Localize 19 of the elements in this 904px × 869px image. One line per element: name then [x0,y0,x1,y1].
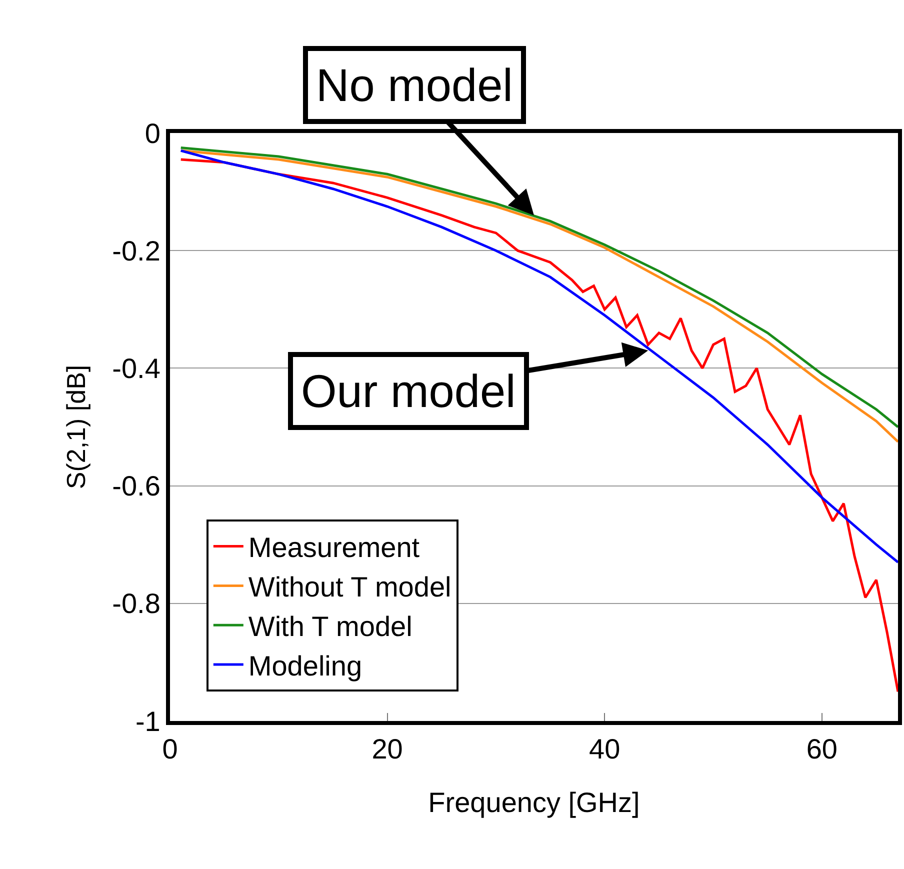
legend-label: Modeling [248,650,362,682]
legend-label: With T model [248,611,412,642]
x-tick-label: 40 [589,734,620,765]
line-series [180,158,898,693]
y-tick-label: -1 [135,706,160,737]
y-tick-label: -0.6 [112,470,160,502]
annotation: Our model [301,365,516,417]
legend-label: Measurement [248,532,420,564]
y-axis-title: S(2,1) [dB] [61,364,92,490]
line-series [180,149,898,564]
y-tick-label: 0 [144,118,160,149]
legend-label: Without T model [248,572,452,603]
y-tick-label: -0.8 [112,588,160,620]
y-tick-label: -0.2 [112,235,160,266]
x-axis-title: Frequency [GHz] [428,787,640,818]
y-tick-label: -0.4 [112,353,160,384]
annotation: No model [316,59,513,111]
x-tick-label: 60 [806,734,838,765]
x-tick-label: 20 [372,734,403,765]
